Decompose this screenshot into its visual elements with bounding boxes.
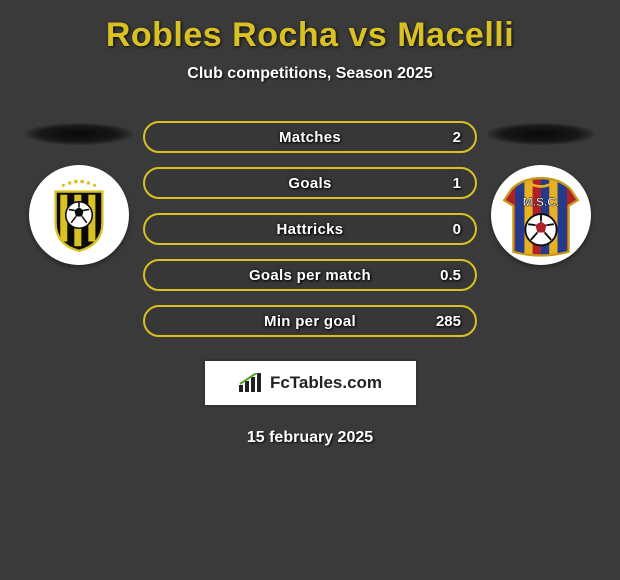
stat-label: Goals (288, 175, 331, 192)
stat-label: Matches (279, 129, 341, 146)
page-title: Robles Rocha vs Macelli (0, 16, 620, 55)
stat-row: Goals per match 0.5 (143, 259, 477, 291)
right-team-col: M.S.C. (481, 121, 601, 265)
stat-row: Hattricks 0 (143, 213, 477, 245)
stat-row: Min per goal 285 (143, 305, 477, 337)
shadow-ellipse-icon (25, 123, 133, 145)
stat-value: 1 (453, 175, 461, 192)
stat-label: Hattricks (277, 221, 344, 238)
jersey-icon: M.S.C. (495, 169, 587, 261)
team-right-crest: M.S.C. (491, 165, 591, 265)
shield-icon (40, 176, 118, 254)
brand-badge[interactable]: FcTables.com (203, 359, 418, 407)
crest-label: M.S.C. (523, 195, 560, 209)
stats-list: Matches 2 Goals 1 Hattricks 0 Goals per … (139, 121, 481, 337)
comparison-card: Robles Rocha vs Macelli Club competition… (0, 0, 620, 447)
stat-label: Min per goal (264, 313, 356, 330)
brand-text: FcTables.com (270, 373, 382, 393)
shadow-ellipse-icon (487, 123, 595, 145)
bar-chart-icon (238, 373, 264, 393)
date-label: 15 february 2025 (0, 429, 620, 447)
stat-row: Goals 1 (143, 167, 477, 199)
subtitle: Club competitions, Season 2025 (0, 65, 620, 83)
stat-value: 0.5 (440, 267, 461, 284)
left-team-col (19, 121, 139, 265)
main-row: Matches 2 Goals 1 Hattricks 0 Goals per … (0, 121, 620, 337)
stat-value: 285 (436, 313, 461, 330)
stat-label: Goals per match (249, 267, 371, 284)
stat-value: 2 (453, 129, 461, 146)
team-left-crest (29, 165, 129, 265)
stat-row: Matches 2 (143, 121, 477, 153)
stat-value: 0 (453, 221, 461, 238)
